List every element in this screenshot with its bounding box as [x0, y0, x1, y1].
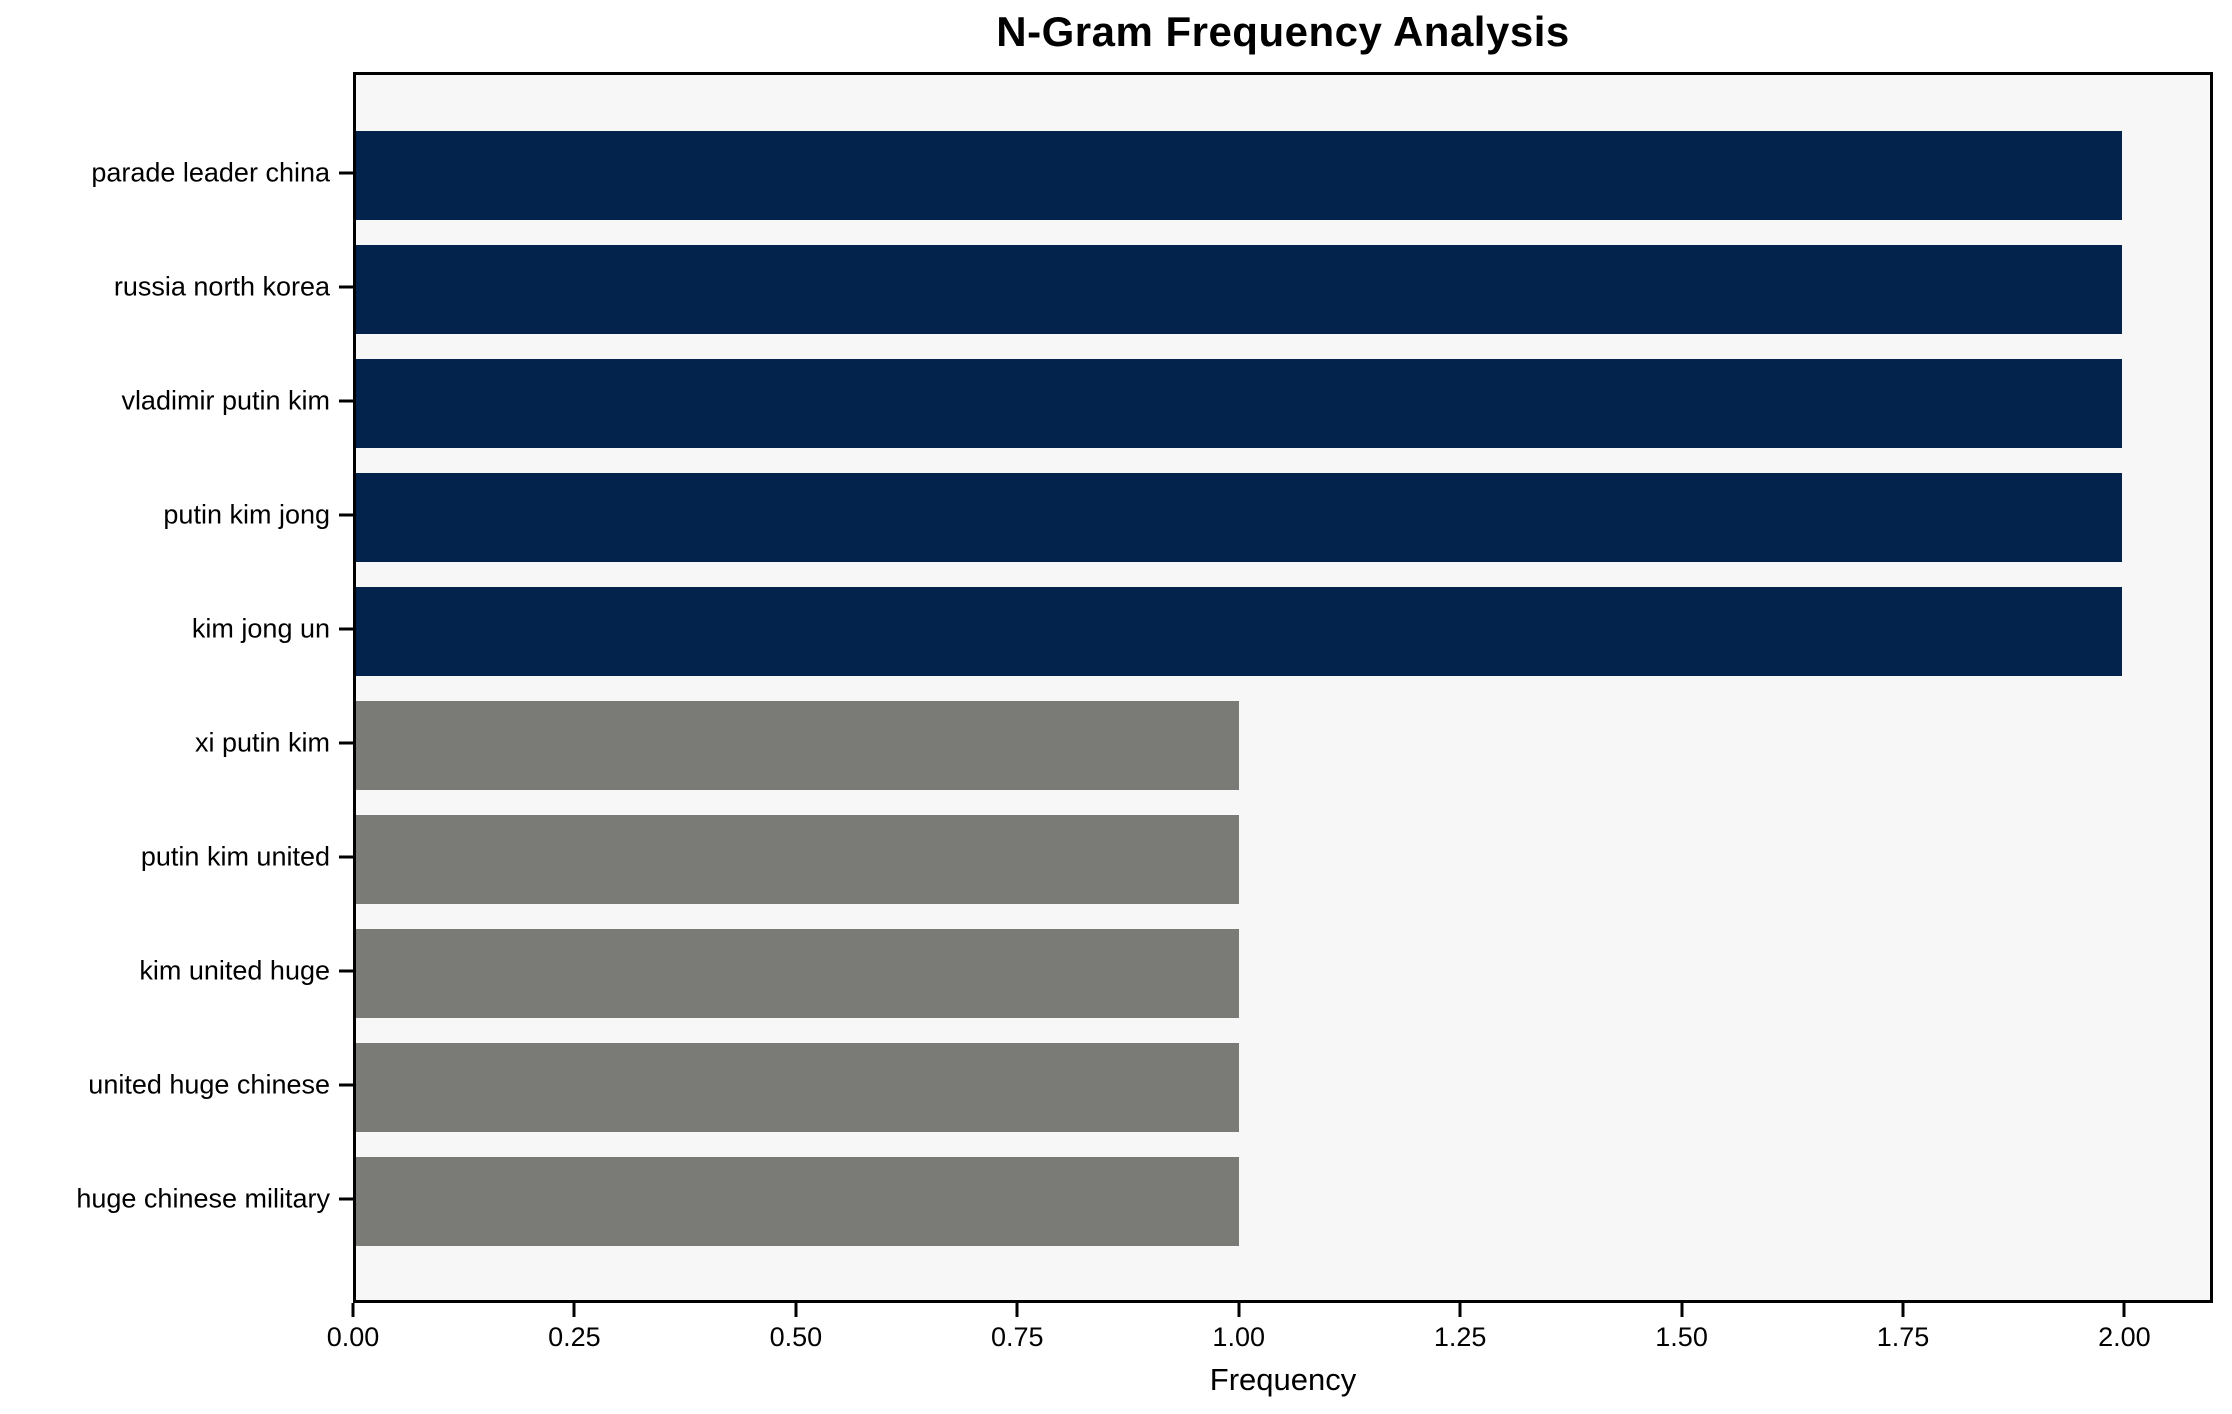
x-tick-label: 0.00: [326, 1322, 380, 1352]
y-tick-mark: [339, 1197, 353, 1200]
x-tick-label: 0.75: [991, 1322, 1044, 1352]
y-tick-mark: [339, 627, 353, 630]
bar-vladimir-putin-kim: [356, 359, 2122, 448]
y-tick-mark: [339, 285, 353, 288]
bar-xi-putin-kim: [356, 701, 1239, 790]
chart-title: N-Gram Frequency Analysis: [996, 8, 1570, 55]
x-tick-mark: [1680, 1303, 1684, 1317]
x-tick-label: 1.50: [1655, 1322, 1708, 1352]
x-tick-mark: [572, 1303, 576, 1317]
bar-kim-jong-un: [356, 587, 2122, 676]
y-tick-mark: [339, 969, 353, 972]
y-tick-label: huge chinese military: [76, 1183, 330, 1213]
y-tick-label: putin kim united: [140, 841, 330, 871]
y-tick-mark: [339, 399, 353, 402]
bar-russia-north-korea: [356, 245, 2122, 334]
y-tick-mark: [339, 741, 353, 744]
x-tick-mark: [1015, 1303, 1019, 1317]
x-tick-mark: [1237, 1303, 1241, 1317]
x-tick-mark: [1901, 1303, 1905, 1317]
bar-putin-kim-jong: [356, 473, 2122, 562]
y-tick-mark: [339, 1083, 353, 1086]
y-tick-mark: [339, 855, 353, 858]
x-tick-label: 0.25: [548, 1322, 601, 1352]
y-tick-mark: [339, 513, 353, 516]
y-tick-label: kim united huge: [139, 955, 330, 985]
x-tick-mark: [2122, 1303, 2126, 1317]
y-tick-label: russia north korea: [113, 271, 330, 301]
x-tick-mark: [1458, 1303, 1462, 1317]
bar-putin-kim-united: [356, 815, 1239, 904]
x-tick-mark: [351, 1303, 355, 1317]
y-tick-label: united huge chinese: [88, 1069, 330, 1099]
y-tick-label: kim jong un: [191, 613, 330, 643]
y-tick-label: xi putin kim: [194, 727, 330, 757]
y-tick-label: putin kim jong: [163, 499, 330, 529]
x-tick-label: 1.25: [1433, 1322, 1487, 1352]
x-tick-label: 1.00: [1212, 1322, 1265, 1352]
bar-parade-leader-china: [356, 131, 2122, 220]
y-axis-labels: parade leader china russia north korea vla…: [0, 0, 353, 1414]
y-tick-label: vladimir putin kim: [121, 385, 330, 415]
bar-huge-chinese-military: [356, 1157, 1239, 1246]
x-tick-label: 1.75: [1876, 1322, 1930, 1352]
y-tick-label: parade leader china: [91, 157, 330, 187]
x-axis-label: Frequency: [1209, 1362, 1357, 1397]
plot-area: [353, 72, 2213, 1303]
x-tick-mark: [794, 1303, 798, 1317]
x-tick-label: 0.50: [769, 1322, 823, 1352]
x-tick-label: 2.00: [2098, 1322, 2151, 1352]
y-tick-mark: [339, 171, 353, 174]
bar-kim-united-huge: [356, 929, 1239, 1018]
bar-united-huge-chinese: [356, 1043, 1239, 1132]
